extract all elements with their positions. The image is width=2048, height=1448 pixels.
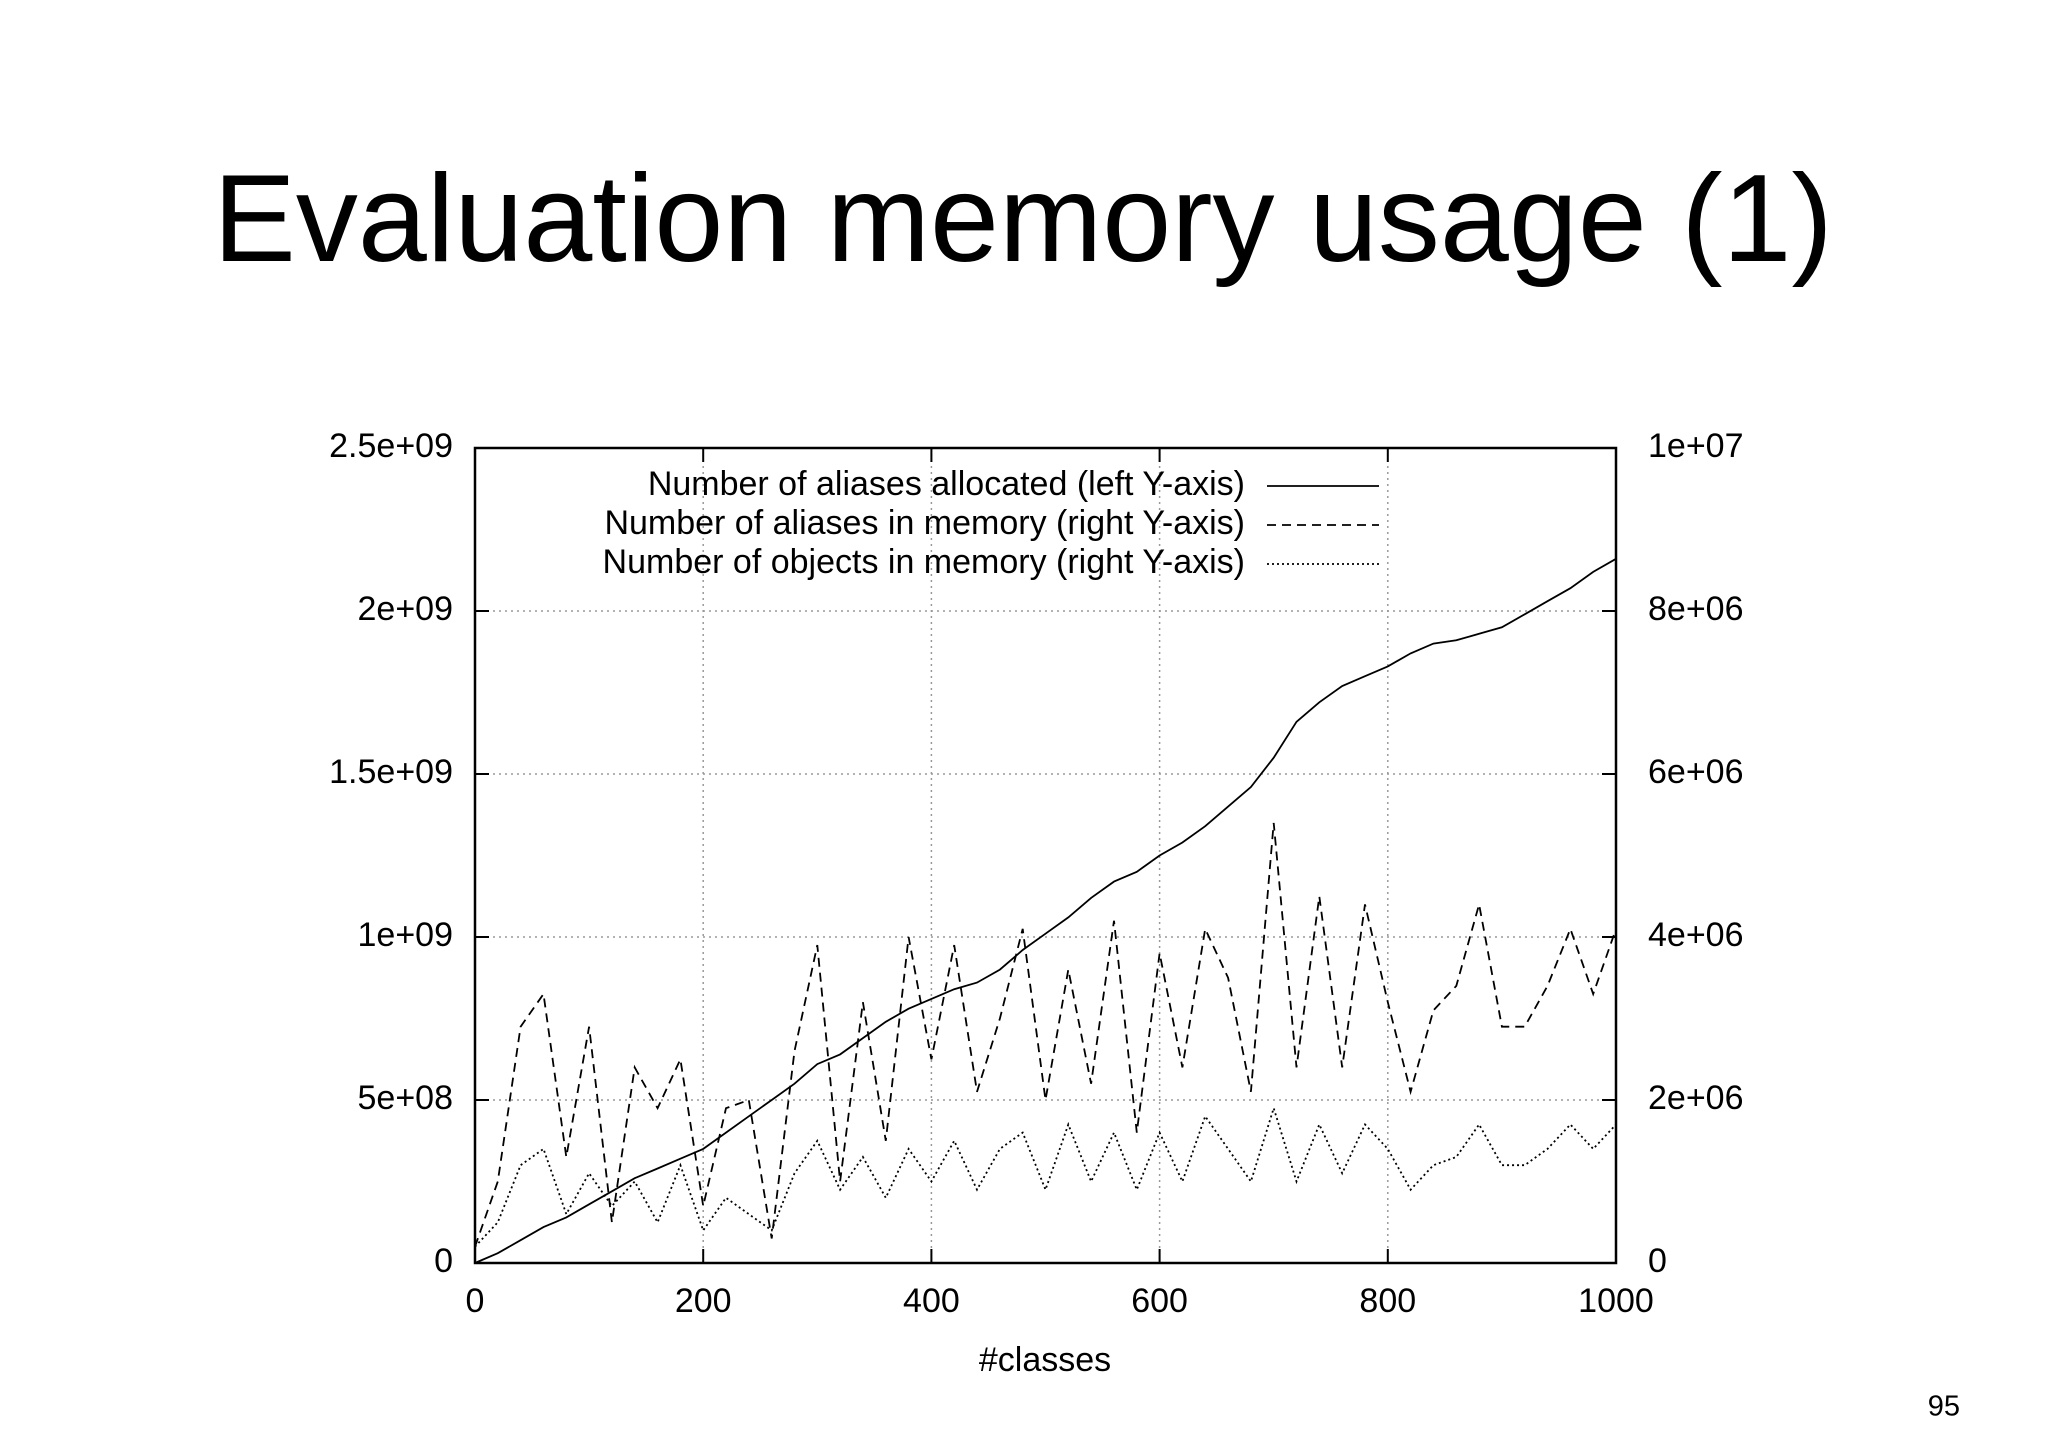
x-tick-label: 0 bbox=[466, 1282, 485, 1320]
y2-tick-label: 6e+06 bbox=[1648, 753, 1744, 791]
y-tick-label: 0 bbox=[434, 1242, 453, 1280]
y-tick-label: 2e+09 bbox=[358, 590, 454, 628]
series-line bbox=[474, 558, 1617, 1264]
legend-label: Number of aliases in memory (right Y-axi… bbox=[604, 504, 1245, 542]
y2-tick-label: 8e+06 bbox=[1648, 590, 1744, 628]
x-tick-label: 1000 bbox=[1578, 1282, 1654, 1320]
legend-label: Number of objects in memory (right Y-axi… bbox=[603, 543, 1245, 581]
legend-label: Number of aliases allocated (left Y-axis… bbox=[648, 465, 1245, 503]
y-tick-label: 2.5e+09 bbox=[329, 427, 453, 465]
series-line bbox=[474, 822, 1617, 1247]
y2-tick-label: 2e+06 bbox=[1648, 1079, 1744, 1117]
page-number: 95 bbox=[1928, 1391, 1960, 1423]
x-tick-label: 400 bbox=[903, 1282, 960, 1320]
x-tick-label: 600 bbox=[1131, 1282, 1188, 1320]
series-line bbox=[474, 1105, 1617, 1248]
y-tick-label: 5e+08 bbox=[358, 1079, 454, 1117]
plot-frame bbox=[473, 446, 1618, 1265]
x-tick-label: 800 bbox=[1359, 1282, 1416, 1320]
y-tick-label: 1e+09 bbox=[358, 916, 454, 954]
y2-tick-label: 1e+07 bbox=[1648, 427, 1744, 465]
x-tick-label: 200 bbox=[675, 1282, 732, 1320]
x-axis-label: #classes bbox=[979, 1341, 1111, 1379]
slide-title: Evaluation memory usage (1) bbox=[213, 150, 1833, 288]
y2-tick-label: 4e+06 bbox=[1648, 916, 1744, 954]
y-tick-label: 1.5e+09 bbox=[329, 753, 453, 791]
y2-tick-label: 0 bbox=[1648, 1242, 1667, 1280]
